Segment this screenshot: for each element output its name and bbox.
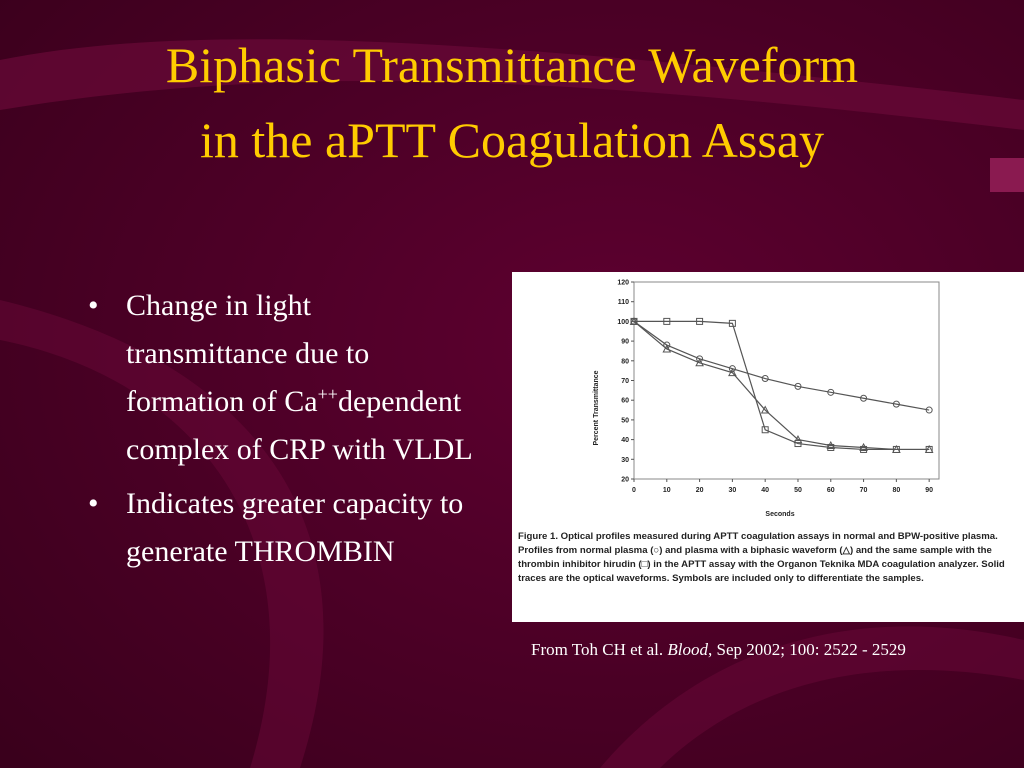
data-point: [761, 375, 769, 383]
x-tick-label: 0: [632, 487, 636, 494]
bullet-text: dependent complex of CRP with VLDL: [126, 385, 473, 466]
data-point: [728, 365, 736, 373]
data-point: [696, 317, 704, 325]
bullet-text: Change in light transmittance due to for…: [126, 289, 370, 418]
x-tick-label: 50: [794, 487, 802, 494]
data-point: [663, 341, 671, 349]
data-point: [827, 388, 835, 396]
data-point: [892, 400, 900, 408]
x-tick-label: 30: [728, 487, 736, 494]
figure: Percent Transmittance Seconds 20 30 40 50 60…: [512, 272, 1024, 622]
y-tick-label: 80: [621, 358, 629, 365]
data-point: [728, 319, 736, 327]
data-point: [827, 443, 835, 451]
bullet: Indicates greater capacity to generate T…: [86, 480, 476, 576]
slide-title: Biphasic Transmittance Waveform in the a…: [165, 37, 859, 168]
series-line: [633, 320, 930, 411]
y-tick-label: 70: [621, 378, 629, 385]
x-tick-label: 40: [761, 487, 769, 494]
y-tick-label: 50: [621, 417, 629, 424]
x-tick-label: 80: [892, 487, 900, 494]
data-point: [859, 442, 868, 451]
data-point: [794, 382, 802, 390]
data-point: [630, 317, 638, 325]
data-point: [892, 445, 900, 453]
data-point: [925, 445, 933, 453]
y-axis-label: Percent Transmittance: [593, 370, 600, 445]
data-point: [794, 440, 802, 448]
x-tick-label: 70: [860, 487, 868, 494]
y-tick-label: 110: [618, 299, 629, 306]
x-tick-label: 10: [663, 487, 671, 494]
data-point: [663, 317, 671, 325]
y-tick-label: 100: [617, 319, 629, 326]
y-tick-label: 60: [621, 398, 629, 405]
x-tick-label: 20: [696, 487, 704, 494]
y-tick-label: 120: [617, 280, 629, 287]
bullet-text: Indicates greater capacity to generate T…: [126, 487, 464, 568]
x-tick-label: 60: [827, 487, 835, 494]
y-tick-label: 30: [621, 457, 629, 464]
y-tick-label: 40: [621, 437, 629, 444]
data-point: [662, 344, 672, 353]
citation-text: , Sep 2002; 100: 2522 - 2529: [708, 640, 906, 659]
data-point: [696, 355, 704, 363]
bullet-list: Change in light transmittance due to for…: [86, 282, 476, 582]
data-point: [728, 368, 737, 377]
x-axis-label: Seconds: [765, 511, 794, 518]
y-tick-label: 20: [621, 477, 629, 484]
source-citation: From Toh CH et al. Blood, Sep 2002; 100:…: [531, 640, 906, 660]
y-tick-label: 90: [621, 339, 629, 346]
data-point: [826, 440, 836, 450]
data-point: [925, 406, 933, 414]
data-point: [793, 435, 803, 444]
chart: Percent Transmittance Seconds 20 30 40 50 60…: [593, 280, 940, 518]
series-line: [633, 320, 930, 451]
data-point: [761, 426, 769, 434]
data-point: [860, 445, 868, 453]
figure-caption: Figure 1. Optical profiles measured duri…: [518, 531, 1005, 584]
data-point: [695, 358, 704, 367]
superscript: ++: [317, 384, 338, 404]
journal: Blood: [667, 640, 708, 659]
data-point: [860, 394, 868, 402]
data-point: [760, 405, 770, 414]
bullet: Change in light transmittance due to for…: [86, 282, 476, 474]
citation-text: From Toh CH et al.: [531, 640, 668, 659]
series-line: [634, 320, 930, 451]
x-tick-label: 90: [925, 487, 933, 494]
